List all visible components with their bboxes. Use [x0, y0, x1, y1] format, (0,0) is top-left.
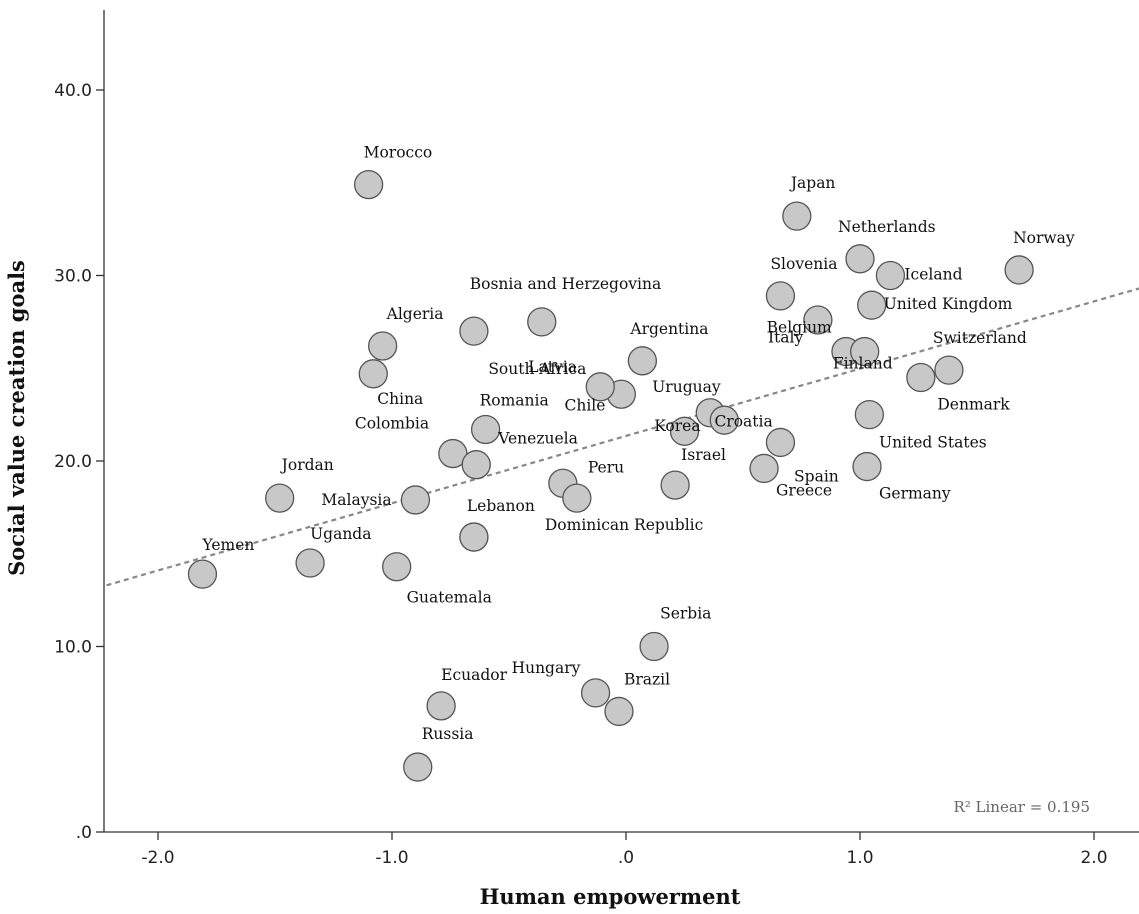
data-point: [563, 484, 591, 512]
point-label: Slovenia: [770, 255, 837, 273]
point-label: Brazil: [624, 670, 670, 688]
y-tick-label: 20.0: [54, 452, 92, 472]
data-point: [460, 317, 488, 345]
point-label: Japan: [789, 174, 836, 192]
point-label: Belgium: [767, 319, 832, 337]
data-point: [1005, 256, 1033, 284]
point-label: China: [377, 390, 423, 408]
point-label: Ecuador: [441, 666, 507, 684]
point-label: Lebanon: [467, 497, 535, 515]
data-point: [846, 245, 874, 273]
x-tick-label: 1.0: [846, 848, 873, 868]
point-label: Uruguay: [652, 378, 721, 396]
point-label: Colombia: [355, 415, 429, 433]
point-label: Norway: [1013, 229, 1075, 247]
data-point: [876, 262, 904, 290]
point-label: Yemen: [201, 536, 254, 554]
data-point: [401, 486, 429, 514]
point-label: Venezuela: [497, 430, 578, 448]
point-label: Israel: [681, 446, 726, 464]
data-point: [907, 364, 935, 392]
point-label: Hungary: [512, 659, 581, 677]
point-label: Greece: [776, 481, 832, 499]
data-point: [460, 523, 488, 551]
x-tick-label: -1.0: [375, 848, 408, 868]
point-label: Croatia: [714, 412, 772, 430]
data-point: [296, 549, 324, 577]
point-label: Latvia: [528, 358, 577, 376]
data-point: [766, 282, 794, 310]
data-point: [404, 753, 432, 781]
point-label: Argentina: [629, 320, 708, 338]
data-point: [853, 453, 881, 481]
data-point: [427, 692, 455, 720]
point-label: Guatemala: [407, 589, 492, 607]
x-ticks: -2.0 -1.0 .0 1.0 2.0: [141, 832, 1107, 868]
point-label: Korea: [654, 417, 700, 435]
data-point: [582, 679, 610, 707]
data-point: [369, 332, 397, 360]
data-point: [628, 347, 656, 375]
data-point: [935, 356, 963, 384]
point-label: Serbia: [660, 605, 711, 623]
x-axis-title: Human empowerment: [480, 884, 741, 909]
point-label: United Kingdom: [884, 295, 1013, 313]
y-tick-label: 10.0: [54, 638, 92, 658]
point-label: Bosnia and Herzegovina: [470, 275, 662, 293]
data-point: [462, 451, 490, 479]
point-label: Denmark: [937, 396, 1010, 414]
data-point: [766, 428, 794, 456]
point-label: Romania: [480, 391, 549, 409]
data-point: [605, 697, 633, 725]
point-label: Germany: [879, 485, 951, 503]
data-point: [750, 454, 778, 482]
point-label: United States: [879, 434, 987, 452]
point-label: Iceland: [904, 266, 962, 284]
data-point: [359, 360, 387, 388]
y-tick-label: 40.0: [54, 81, 92, 101]
point-label: Peru: [588, 458, 624, 476]
data-point: [855, 401, 883, 429]
point-label: Switzerland: [933, 329, 1027, 347]
data-point: [783, 202, 811, 230]
x-tick-label: -2.0: [141, 848, 174, 868]
x-tick-label: .0: [618, 848, 634, 868]
data-point: [858, 291, 886, 319]
y-tick-label: 30.0: [54, 267, 92, 287]
point-label: Morocco: [364, 144, 433, 162]
y-ticks: .0 10.0 20.0 30.0 40.0: [54, 81, 104, 843]
point-label: Jordan: [280, 456, 334, 474]
point-label: Malaysia: [321, 491, 391, 509]
data-point: [188, 560, 216, 588]
data-point: [528, 308, 556, 336]
point-label: Dominican Republic: [545, 516, 703, 534]
point-label: Uganda: [310, 525, 371, 543]
data-point: [355, 171, 383, 199]
point-label: Chile: [565, 396, 606, 414]
data-point: [472, 415, 500, 443]
r-squared-annotation: R² Linear = 0.195: [953, 798, 1090, 816]
point-labels: Morocco Japan Netherlands Norway Slovenia Ice…: [201, 144, 1074, 743]
data-point: [266, 484, 294, 512]
data-point: [661, 471, 689, 499]
y-axis-title: Social value creation goals: [4, 260, 29, 576]
point-label: Netherlands: [838, 218, 936, 236]
point-label: Algeria: [386, 305, 444, 323]
y-tick-label: .0: [76, 823, 92, 843]
data-point: [383, 553, 411, 581]
x-tick-label: 2.0: [1080, 848, 1107, 868]
point-label: Finland: [833, 355, 893, 373]
data-point: [640, 633, 668, 661]
point-label: Russia: [422, 725, 474, 743]
